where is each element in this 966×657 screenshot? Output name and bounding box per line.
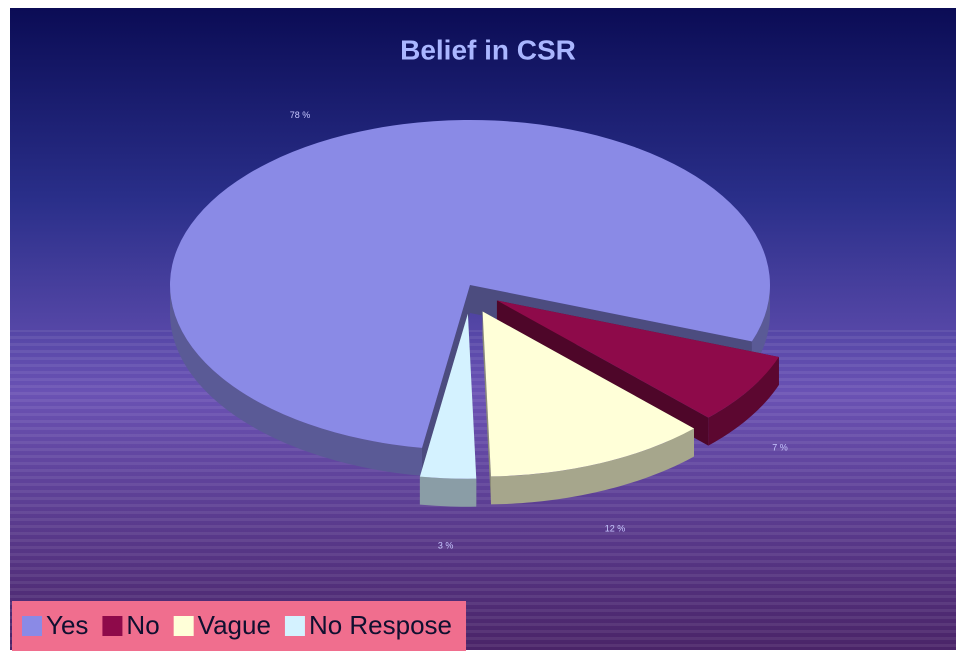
slice-side	[170, 287, 423, 476]
slice	[170, 120, 770, 448]
legend-swatch	[22, 616, 42, 636]
slice-side	[751, 285, 770, 370]
legend-swatch	[102, 616, 123, 636]
data-label: 78 %	[290, 110, 311, 120]
legend-label: No Respose	[309, 610, 452, 640]
slice	[419, 313, 477, 479]
legend: Yes No Vague No Respose	[12, 601, 467, 651]
legend-label: Vague	[198, 610, 271, 640]
data-label: 7 %	[772, 442, 788, 452]
background-stripes	[10, 330, 956, 650]
slice-wall	[482, 311, 491, 505]
data-label: 12 %	[605, 524, 626, 534]
legend-label: Yes	[46, 610, 88, 640]
data-label: 3 %	[438, 541, 454, 551]
slice-side	[490, 428, 694, 505]
legend-swatch	[284, 616, 305, 636]
pie: 78 % 7 % 12 % 3 %	[170, 110, 788, 551]
slice-side	[708, 356, 779, 446]
legend-box	[12, 601, 467, 651]
chart-title: Belief in CSR	[400, 34, 576, 65]
slice	[496, 300, 779, 418]
slice-wall	[422, 285, 470, 476]
slice-side	[419, 476, 477, 507]
slice	[482, 311, 694, 477]
legend-swatch	[173, 616, 194, 636]
legend-label: No	[126, 610, 159, 640]
